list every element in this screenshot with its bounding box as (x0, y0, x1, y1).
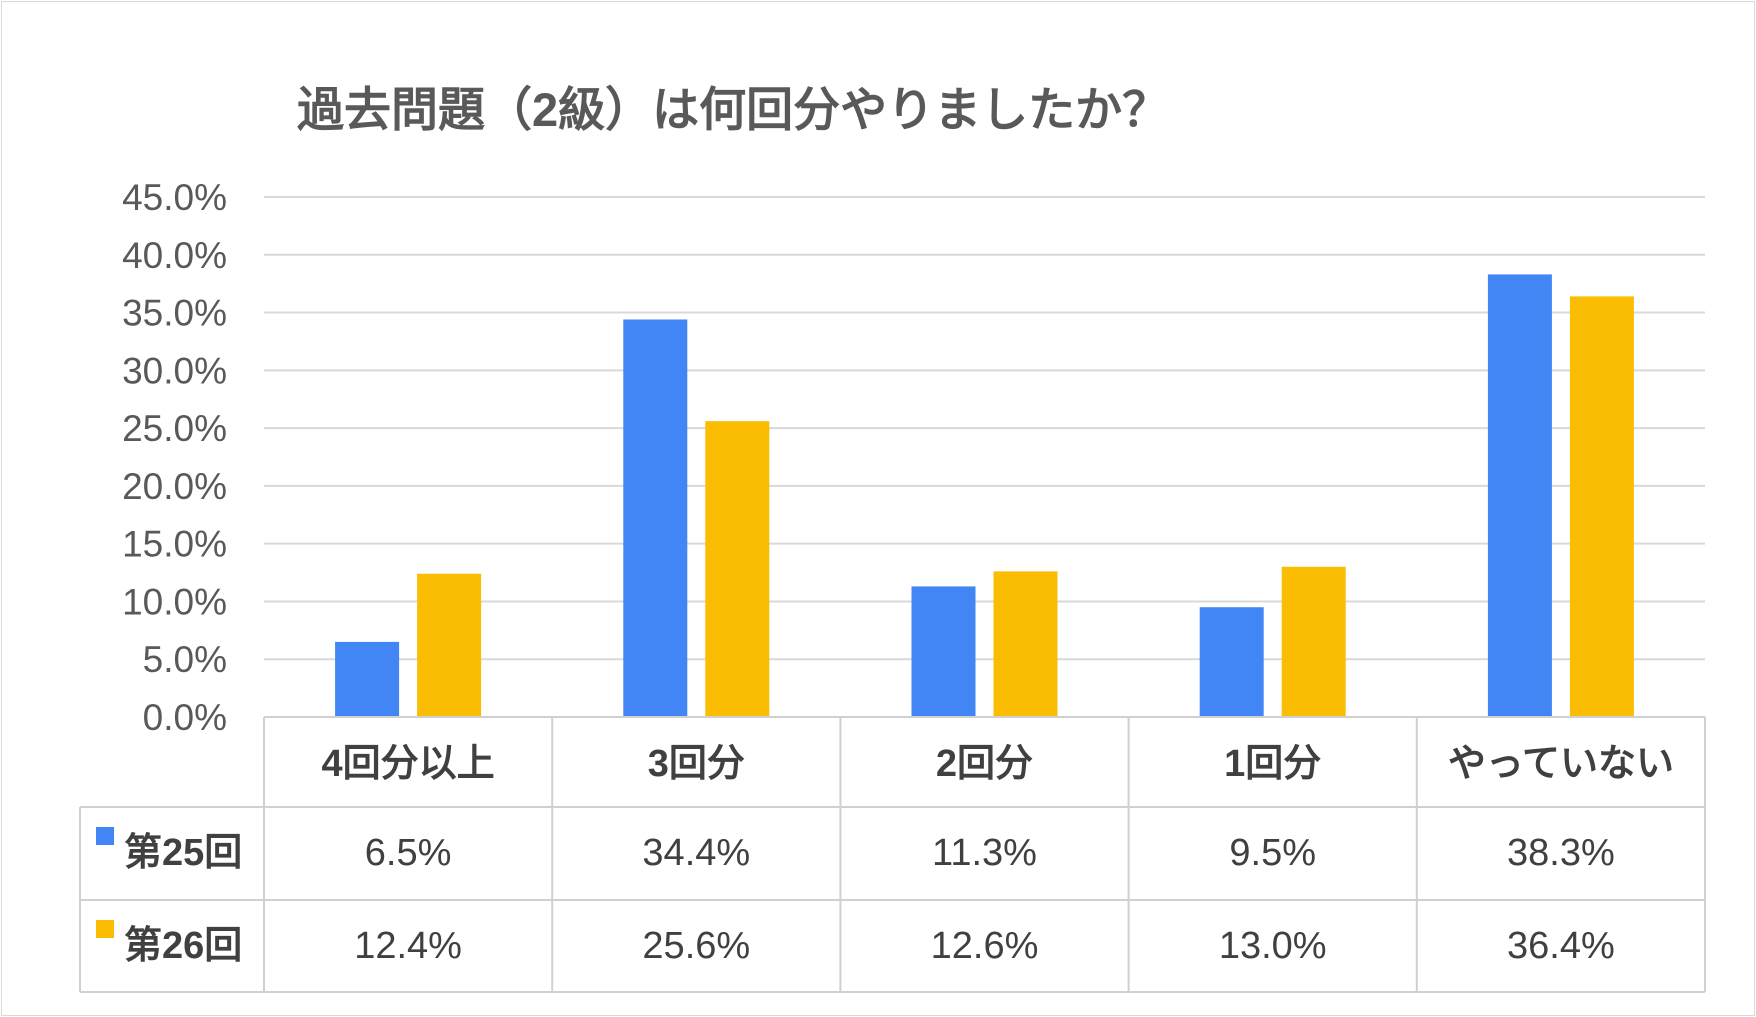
bar (335, 641, 400, 717)
category-labels: 4回分以上 3回分 2回分 1回分 やっていない (322, 743, 1674, 785)
data-label: 11.3% (932, 832, 1037, 874)
legend-swatch (96, 827, 114, 845)
legend-swatch (96, 920, 114, 938)
category-label: 4回分以上 (322, 743, 495, 785)
y-tick-label: 40.0% (122, 235, 227, 276)
bar (1199, 607, 1264, 717)
bar (1281, 566, 1346, 717)
legend-label: 第25回 (124, 832, 242, 874)
y-tick-label: 30.0% (122, 350, 227, 391)
y-axis-ticks: 0.0% 5.0% 10.0% 15.0% 20.0% 25.0% 30.0% 35.0% 40… (122, 177, 227, 738)
data-table-values: 6.5% 34.4% 11.3% 9.5% 38.3% 12.4% 25.6% 12.6% 13… (354, 832, 1615, 967)
chart-title: 過去問題（2級）は何回分やりましたか？ (297, 83, 1169, 136)
data-label: 13.0% (1219, 925, 1327, 967)
y-tick-label: 20.0% (122, 466, 227, 507)
data-label: 12.6% (931, 925, 1039, 967)
gridlines (264, 196, 1705, 661)
category-label: 2回分 (936, 743, 1033, 785)
bar (1487, 274, 1552, 717)
bar (623, 319, 688, 717)
category-label: 1回分 (1224, 743, 1321, 785)
category-label: やっていない (1448, 743, 1674, 785)
bar (1569, 296, 1634, 717)
bar (911, 586, 976, 717)
bar (417, 573, 482, 717)
y-tick-label: 25.0% (122, 408, 227, 449)
y-tick-label: 15.0% (122, 524, 227, 565)
legend-label: 第26回 (124, 925, 242, 967)
data-label: 9.5% (1229, 832, 1316, 874)
y-tick-label: 45.0% (122, 177, 227, 218)
data-label: 34.4% (642, 832, 750, 874)
y-tick-label: 5.0% (143, 639, 227, 680)
y-tick-label: 10.0% (122, 581, 227, 622)
y-tick-label: 0.0% (143, 697, 227, 738)
data-label: 38.3% (1507, 832, 1615, 874)
data-label: 25.6% (642, 925, 750, 967)
bar (705, 421, 770, 717)
data-table-grid (79, 716, 1706, 993)
data-label: 36.4% (1507, 925, 1615, 967)
data-label: 12.4% (354, 925, 462, 967)
category-label: 3回分 (648, 743, 745, 785)
bars (335, 274, 1634, 717)
data-label: 6.5% (365, 832, 452, 874)
bar (993, 571, 1058, 717)
y-tick-label: 35.0% (122, 293, 227, 334)
